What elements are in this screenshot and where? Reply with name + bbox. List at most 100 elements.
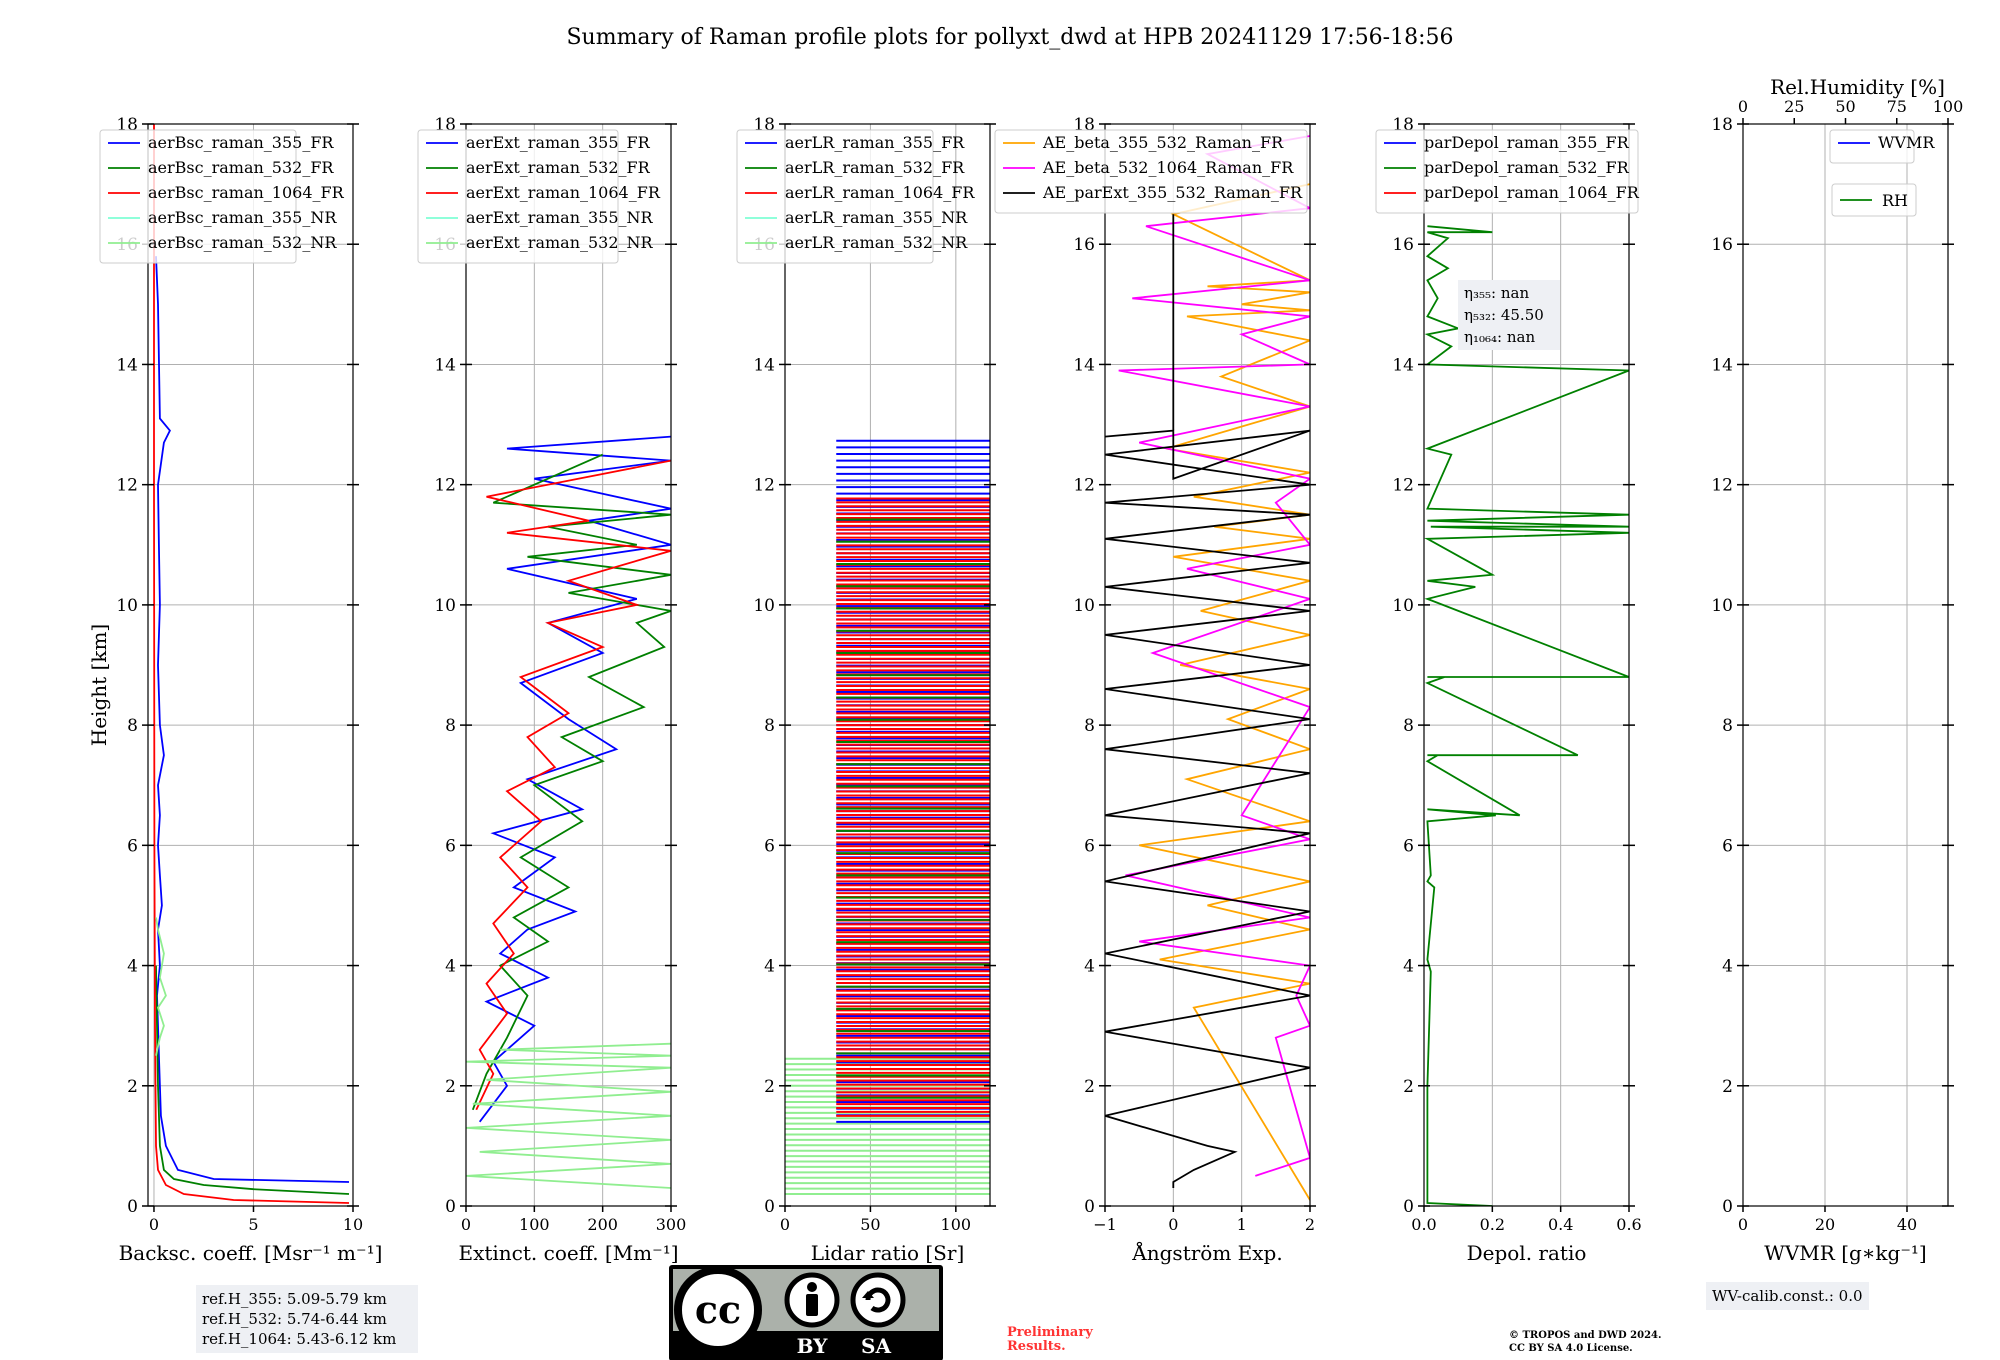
x-axis-label: Depol. ratio — [1467, 1241, 1587, 1265]
wv-calib-text: WV-calib.const.: 0.0 — [1712, 1287, 1863, 1305]
y-tick-label: 12 — [1073, 476, 1095, 496]
y-tick-label: 10 — [1392, 596, 1414, 616]
axes-frame — [1423, 123, 1630, 1207]
cc-logo-icon — [674, 1266, 762, 1354]
y-tick-label: 8 — [764, 716, 775, 736]
y-tick-label: 12 — [116, 476, 138, 496]
y-tick-label: 10 — [434, 596, 456, 616]
y-tick-label: 8 — [445, 716, 456, 736]
y-tick-label: 10 — [1711, 596, 1733, 616]
series-aerBsc_raman_532_NR — [155, 917, 167, 1056]
legend-backscatter: aerBsc_raman_355_FR aerBsc_raman_532_FRae… — [99, 129, 345, 264]
x-axis-label: WVMR [g∗kg⁻¹] — [1764, 1241, 1926, 1265]
y-tick-label: 0 — [1084, 1197, 1095, 1217]
legend-label: aerLR_raman_1064_FR — [785, 183, 975, 202]
y-tick-label: 14 — [116, 355, 138, 375]
x-axis-label: Ångström Exp. — [1131, 1240, 1282, 1265]
y-tick-label: 14 — [1711, 355, 1733, 375]
axes-frame — [1104, 123, 1311, 1207]
y-tick-label: 6 — [127, 836, 138, 856]
x-tick-label: 0 — [1738, 1215, 1748, 1234]
y-tick-label: 2 — [1722, 1077, 1733, 1097]
eta-label: η₅₃₂: 45.50 — [1464, 306, 1544, 324]
y-tick-label: 8 — [1084, 716, 1095, 736]
x-tick-label: −1 — [1093, 1215, 1117, 1234]
legend-label: aerExt_raman_355_FR — [466, 133, 651, 152]
y-tick-label: 2 — [1084, 1077, 1095, 1097]
y-tick-label: 14 — [753, 355, 775, 375]
y-tick-label: 2 — [764, 1077, 775, 1097]
wv-calib-box: WV-calib.const.: 0.0 — [1706, 1282, 1869, 1310]
y-tick-label: 0 — [445, 1197, 456, 1217]
legend-label: aerBsc_raman_1064_FR — [148, 183, 345, 202]
x-tick-label: 50 — [860, 1215, 880, 1234]
legend-label: aerExt_raman_1064_FR — [466, 183, 661, 202]
top-x-tick-label: 0 — [1738, 97, 1748, 116]
x-tick-label: 300 — [656, 1215, 687, 1234]
series-parDepol_raman_532_FR — [1424, 225, 1629, 1206]
y-tick-label: 8 — [1722, 716, 1733, 736]
y-tick-label: 14 — [1073, 355, 1095, 375]
y-tick-label: 10 — [116, 596, 138, 616]
legend-label: AE_parExt_355_532_Raman_FR — [1042, 183, 1303, 202]
x-tick-label: 2 — [1305, 1215, 1315, 1234]
panels: 0246810121416180510Backsc. coeff. [Msr⁻¹… — [99, 75, 1963, 1265]
figure-title: Summary of Raman profile plots for polly… — [566, 25, 1453, 50]
legend-angstrom: AE_beta_355_532_Raman_FR AE_beta_532_1064… — [994, 129, 1308, 214]
axes-frame — [465, 123, 672, 1207]
y-tick-label: 4 — [127, 957, 138, 977]
y-tick-label: 6 — [1722, 836, 1733, 856]
legend-box — [736, 129, 934, 264]
preliminary-line-1: Preliminary — [1007, 1325, 1093, 1340]
top-x-tick-label: 100 — [1933, 97, 1964, 116]
y-tick-label: 8 — [127, 716, 138, 736]
y-tick-label: 0 — [127, 1197, 138, 1217]
series-aerExt_raman_355_FR — [478, 435, 671, 1123]
legend-label: parDepol_raman_1064_FR — [1424, 183, 1640, 202]
y-tick-label: 4 — [445, 957, 456, 977]
series-aerExt_raman_532_FR — [471, 453, 671, 1111]
series-aerExt_raman_1064_FR — [475, 459, 671, 1111]
legend-box — [1829, 129, 1915, 164]
by-label: BY — [797, 1334, 829, 1358]
x-tick-label: 200 — [587, 1215, 618, 1234]
y-tick-label: 6 — [1403, 836, 1414, 856]
panel-extinction: 0246810121416180100200300Extinct. coeff.… — [417, 115, 687, 1265]
y-tick-label: 10 — [1073, 596, 1095, 616]
x-tick-label: 100 — [519, 1215, 550, 1234]
y-tick-label: 10 — [753, 596, 775, 616]
reference-height-box: ref.H_355: 5.09-5.79 km ref.H_532: 5.74-… — [196, 1285, 418, 1353]
axes-frame — [784, 123, 991, 1207]
legend-label: aerExt_raman_355_NR — [466, 208, 654, 227]
legend-box — [994, 129, 1308, 214]
legend-label: AE_beta_532_1064_Raman_FR — [1042, 158, 1294, 177]
legend-label: aerExt_raman_532_FR — [466, 158, 651, 177]
series-aerBsc_raman_532_FR — [155, 965, 350, 1195]
preliminary-line-2: Results. — [1007, 1339, 1066, 1354]
y-tick-label: 14 — [434, 355, 456, 375]
y-tick-label: 16 — [1392, 235, 1414, 255]
y-tick-label: 6 — [764, 836, 775, 856]
legend-label: aerBsc_raman_355_FR — [148, 133, 334, 152]
y-tick-label: 8 — [1403, 716, 1414, 736]
series-aerLR_raman_355_FR — [836, 439, 990, 1123]
x-axis-label: Backsc. coeff. [Msr⁻¹ m⁻¹] — [119, 1241, 383, 1265]
x-tick-label: 5 — [248, 1215, 258, 1234]
y-tick-label: 12 — [1392, 476, 1414, 496]
top-x-tick-label: 50 — [1835, 97, 1855, 116]
series-aerLR_raman_1064_FR — [836, 497, 990, 1117]
cc-by-sa-badge[interactable]: cc BY SA — [669, 1265, 943, 1360]
x-tick-label: 40 — [1897, 1215, 1917, 1234]
legend-lidar_ratio: aerLR_raman_355_FR aerLR_raman_532_FR aerL… — [736, 129, 975, 264]
panel-wvmr: 0 2 4 6 8 10 12 14 16 18 0 20 40 WVMR [g∗kg⁻¹] 0 25 50 75… — [1711, 75, 1963, 1265]
series-AE_beta_532_1064_Raman_FR — [1118, 135, 1310, 1177]
x-tick-label: 0.0 — [1411, 1215, 1436, 1234]
y-axis-label: Height [km] — [87, 624, 111, 746]
eta-label: η₁₀₆₄: nan — [1464, 328, 1535, 346]
series-AE_beta_355_532_Raman_FR — [1139, 183, 1310, 1201]
legend-label: aerLR_raman_532_FR — [785, 158, 965, 177]
legend-depol: parDepol_raman_355_FR parDepol_raman_532_… — [1375, 129, 1640, 214]
legend-box — [417, 129, 619, 264]
legend-box — [99, 129, 297, 264]
y-tick-label: 16 — [1073, 235, 1095, 255]
